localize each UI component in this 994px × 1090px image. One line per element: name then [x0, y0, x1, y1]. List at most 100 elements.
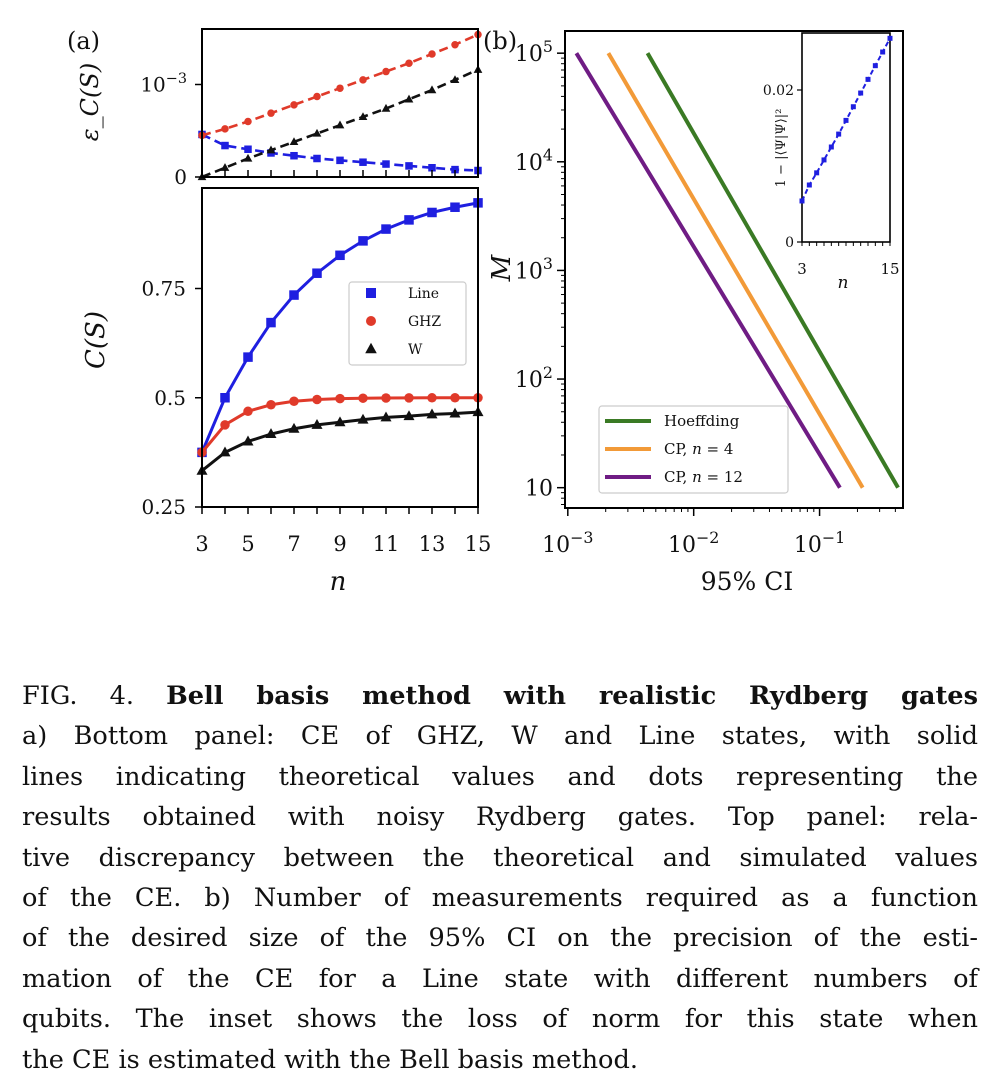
a-bottom-point-line: [335, 250, 345, 261]
inset-point: [799, 198, 805, 204]
a-bottom-point-ghz: [312, 394, 322, 405]
a-bottom-point-w: [403, 410, 415, 421]
a-bottom-point-ghz: [450, 393, 460, 403]
inset-point: [828, 144, 834, 150]
a-legend: Line GHZ W: [348, 281, 467, 366]
a-top-point-ghz: [382, 67, 390, 76]
a-bottom-point-line: [381, 224, 391, 234]
a-top-point-w: [266, 145, 276, 154]
b-series-hoeffding: [645, 52, 900, 489]
a-bottom-point-line: [266, 317, 276, 328]
inset-point: [858, 90, 864, 96]
a-bottom-point-w: [219, 446, 231, 457]
a-bottom-point-line: [312, 268, 322, 278]
a-bottom-point-w: [311, 418, 323, 429]
b-ytick-label: 105: [515, 37, 553, 67]
a-legend-label-ghz: GHZ: [408, 314, 441, 330]
b-xlabel: 95% CI: [701, 567, 794, 596]
a-top-ytick-label: 10−3: [140, 71, 187, 96]
a-top-point-line: [382, 160, 390, 168]
caption-line-9: the CE is estimated with the Bell basis …: [22, 1044, 638, 1075]
a-bottom-point-w: [265, 428, 277, 439]
inset-ytick-label: 0: [785, 235, 794, 251]
b-legend-label: Hoeffding: [664, 412, 740, 430]
caption-title: Bell basis method with realistic Rydberg…: [166, 681, 978, 711]
inset-point: [814, 170, 820, 176]
a-top-point-line: [336, 156, 344, 165]
inset-xtick-label: 3: [797, 260, 807, 278]
a-legend-box: [348, 281, 467, 366]
a-top-point-ghz: [244, 117, 252, 126]
figure-canvas: (a) 0 10−3 ε_C(S) 0.25 0.5 0.75 3 5 7 9 11 13 15 n C(S)…: [67, 27, 904, 597]
a-bottom-point-w: [449, 407, 461, 418]
a-bottom-ytick-label: 0.25: [141, 495, 186, 519]
caption-line-5: of the CE. b) Number of measurements req…: [22, 883, 978, 914]
a-top-point-line: [428, 164, 436, 172]
a-bottom-point-ghz: [289, 396, 299, 406]
a-bottom-xtick-label: 11: [373, 532, 400, 556]
b-xtick-label: 10−2: [668, 528, 719, 558]
a-top-ylabel: ε_C(S): [76, 63, 104, 141]
panel-b-label: (b): [483, 27, 517, 55]
a-top-point-w: [358, 112, 368, 121]
caption-line-2: lines indicating theoretical values and …: [22, 761, 978, 792]
a-top-point-line: [313, 154, 321, 163]
a-legend-label-line: Line: [408, 286, 439, 302]
a-bottom-point-ghz: [335, 393, 345, 404]
b-xtick-label: 10−1: [794, 528, 845, 558]
a-top-frame: [201, 28, 479, 178]
inset-point: [850, 104, 856, 110]
a-bottom-point-line: [220, 393, 230, 403]
b-frame: [564, 30, 904, 509]
b-legend: Hoeffding CP, n = 4 CP, n = 12: [598, 405, 789, 494]
a-top-ytick-label: 0: [174, 165, 187, 189]
caption-line-7: mation of the CE for a Line state with d…: [22, 963, 978, 994]
a-top-point-line: [290, 151, 298, 160]
a-legend-marker-line: [366, 288, 376, 298]
a-top-point-w: [220, 163, 230, 171]
inset-point: [836, 131, 842, 137]
a-top-point-w: [289, 137, 299, 145]
inset-point: [843, 117, 849, 123]
caption-line-4: tive discrepancy between the theoretical…: [22, 842, 978, 873]
figure-caption: FIG. 4. Bell basis method with realistic…: [22, 676, 978, 1080]
a-bottom-xtick-label: 13: [419, 532, 446, 556]
a-top-point-w: [381, 103, 391, 112]
a-bottom-xlabel: n: [330, 567, 347, 597]
a-bottom-ylabel: C(S): [81, 311, 111, 369]
a-top-point-w: [427, 85, 437, 94]
b-legend-label: CP, n = 4: [664, 440, 733, 458]
a-bottom-xtick-label: 7: [287, 532, 300, 556]
inset-xlabel: n: [838, 273, 849, 293]
a-bottom-point-ghz: [427, 393, 437, 403]
caption-label: FIG. 4.: [22, 681, 135, 711]
inset-xtick-label: 15: [880, 260, 899, 278]
b-ytick-label: 102: [515, 363, 553, 393]
a-top-point-w: [404, 94, 414, 103]
a-bottom-ytick-label: 0.5: [154, 386, 186, 410]
inset-point: [821, 157, 827, 163]
a-bottom-point-ghz: [243, 406, 253, 417]
caption-line-8: qubits. The inset shows the loss of norm…: [22, 1004, 978, 1035]
a-bottom-point-w: [334, 416, 346, 427]
inset-point: [806, 182, 812, 188]
a-top-point-ghz: [359, 76, 367, 84]
a-bottom-point-ghz: [381, 393, 391, 403]
a-bottom-point-w: [242, 435, 254, 446]
caption-line-0: FIG. 4. Bell basis method with realistic…: [22, 676, 978, 716]
a-top-point-w: [335, 120, 345, 129]
b-legend-box: [598, 405, 789, 494]
a-bottom-point-line: [450, 202, 460, 212]
b-ylabel: M: [487, 253, 517, 282]
a-bottom-xtick-label: 15: [465, 532, 492, 556]
a-top-point-line: [451, 165, 459, 174]
a-top-point-ghz: [336, 84, 344, 92]
a-top-point-ghz: [221, 125, 229, 133]
caption-line-1: a) Bottom panel: CE of GHZ, W and Line s…: [22, 721, 978, 752]
panel-b: (b) 10 102 103 104 105 10−3 10−2 10−195% CI M Hoef…: [483, 27, 904, 596]
inset-point: [872, 63, 878, 69]
a-bottom-ytick-label: 0.75: [141, 277, 186, 301]
b-xtick-label: 10−3: [542, 528, 593, 558]
b-series-cp-n-4: [606, 52, 865, 489]
panel-a: (a) 0 10−3 ε_C(S) 0.25 0.5 0.75 3 5 7 9 11 13 15 n C(S)…: [67, 27, 491, 597]
